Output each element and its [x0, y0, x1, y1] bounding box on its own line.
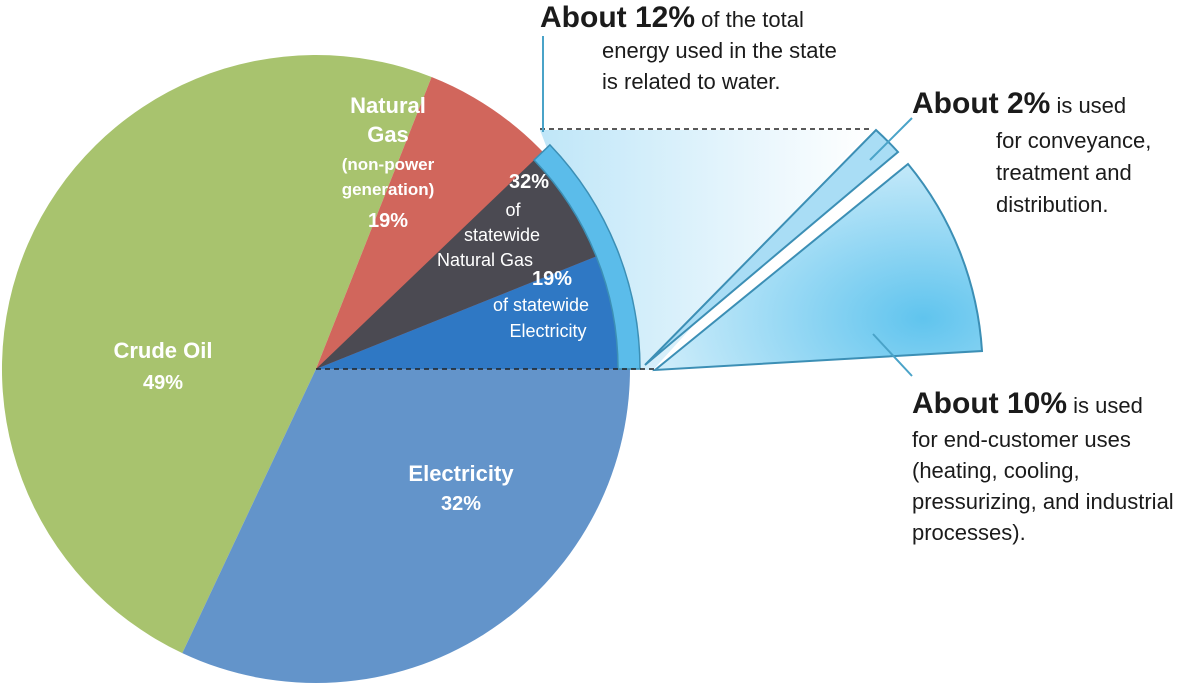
- natural-gas-label-line2: Gas: [367, 122, 409, 147]
- exploded-wedge-conveyance: [644, 128, 900, 366]
- callout-conveyance-suffix: is used: [1050, 93, 1126, 118]
- natural-gas-note-line1: (non-power: [342, 155, 435, 174]
- callout-total-line2: energy used in the state: [602, 38, 837, 63]
- gas-water-value: 32%: [509, 171, 549, 193]
- crude-oil-value: 49%: [143, 372, 183, 394]
- leader-end-use: [872, 333, 913, 377]
- callout-conveyance-line1: About 2% is used: [912, 87, 1126, 120]
- natural-gas-note-line2: generation): [342, 180, 435, 199]
- natural-gas-label-line1: Natural: [350, 93, 426, 118]
- gas-water-text-line1: of: [505, 200, 521, 220]
- slice-electricity-water: [316, 251, 630, 369]
- callout-total-line3: is related to water.: [602, 69, 781, 94]
- slice-crude-oil: [1, 54, 432, 654]
- callout-conveyance-line4: distribution.: [996, 192, 1109, 217]
- gas-water-text-line3: Natural Gas: [437, 250, 533, 270]
- callout-total-rest: of the total: [695, 7, 804, 32]
- elec-water-value: 19%: [532, 268, 572, 290]
- leader-conveyance: [869, 117, 913, 161]
- callout-end-use-line3: (heating, cooling,: [912, 458, 1080, 483]
- callout-total-line1: About 12% of the total: [540, 1, 804, 34]
- callout-end-use-line2: for end-customer uses: [912, 427, 1131, 452]
- callout-end-use-line5: processes).: [912, 520, 1026, 545]
- callout-conveyance-bold: About 2%: [912, 87, 1050, 120]
- natural-gas-value: 19%: [368, 210, 408, 232]
- crude-oil-label: Crude Oil: [113, 338, 212, 363]
- exploded-wedge-end-use: [651, 162, 984, 372]
- callout-end-use-line4: pressurizing, and industrial: [912, 489, 1174, 514]
- elec-water-text-line1: of statewide: [493, 295, 589, 315]
- callout-total-bold: About 12%: [540, 1, 695, 34]
- elec-water-text-line2: Electricity: [509, 321, 586, 341]
- callout-end-use-bold: About 10%: [912, 387, 1067, 420]
- callout-conveyance-line2: for conveyance,: [996, 128, 1151, 153]
- electricity-label: Electricity: [408, 461, 514, 486]
- water-rim-band: [532, 143, 641, 370]
- callout-end-use-suffix: is used: [1067, 393, 1143, 418]
- callout-conveyance-line3: treatment and: [996, 160, 1132, 185]
- slice-electricity: [182, 369, 630, 684]
- electricity-value: 32%: [441, 493, 481, 515]
- gas-water-text-line2: statewide: [464, 225, 540, 245]
- slice-natural-gas-water: [316, 151, 608, 369]
- callout-end-use-line1: About 10% is used: [912, 387, 1143, 420]
